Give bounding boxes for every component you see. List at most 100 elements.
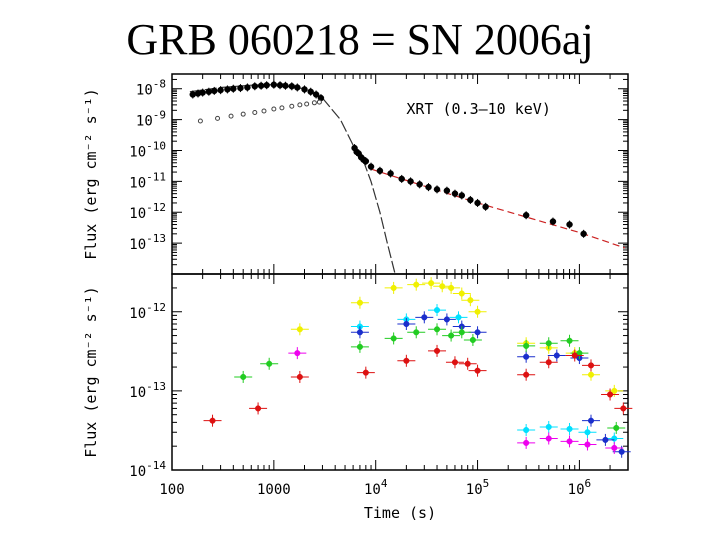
y-tick-label: 10-10 xyxy=(129,139,166,160)
data-point xyxy=(458,290,465,297)
data-point xyxy=(266,360,273,367)
data-point xyxy=(289,103,295,109)
data-point xyxy=(587,417,595,424)
data-point xyxy=(356,299,363,306)
data-point xyxy=(425,183,432,191)
data-point xyxy=(611,435,618,442)
y-axis-label: Flux (erg cm⁻² s⁻¹) xyxy=(82,286,100,458)
data-point xyxy=(467,196,474,204)
data-point xyxy=(261,108,267,114)
data-point xyxy=(228,113,234,119)
data-point xyxy=(307,88,314,95)
data-point xyxy=(523,342,530,349)
data-point xyxy=(433,326,441,333)
top-panel-frame xyxy=(171,73,629,275)
data-point xyxy=(297,102,303,108)
data-point xyxy=(545,435,552,442)
data-point xyxy=(474,329,481,336)
x-tick-label: 106 xyxy=(568,477,591,498)
data-point xyxy=(584,441,591,448)
data-point xyxy=(215,115,221,121)
data-point xyxy=(252,109,258,115)
data-point xyxy=(523,426,530,434)
data-point xyxy=(237,84,244,92)
data-point xyxy=(443,187,451,194)
data-point xyxy=(587,371,595,378)
data-point xyxy=(304,101,310,107)
data-point xyxy=(407,178,414,185)
data-point xyxy=(549,218,557,225)
data-point xyxy=(296,373,303,380)
data-point xyxy=(263,81,270,89)
data-point xyxy=(205,88,213,95)
data-point xyxy=(356,343,363,350)
data-point xyxy=(362,369,369,376)
data-point xyxy=(455,314,462,321)
y-tick-label: 10-13 xyxy=(129,380,166,401)
data-point xyxy=(474,308,481,315)
data-point xyxy=(523,439,530,446)
data-point xyxy=(587,362,595,369)
data-point xyxy=(522,211,530,219)
data-point xyxy=(294,350,301,357)
data-point xyxy=(390,284,397,291)
data-point xyxy=(443,316,450,323)
data-point xyxy=(580,230,587,238)
data-point xyxy=(240,111,246,117)
data-point xyxy=(294,84,301,91)
data-point xyxy=(387,170,394,177)
data-point xyxy=(282,82,289,89)
xrt-annotation: XRT (0.3–10 keV) xyxy=(406,100,550,118)
data-point xyxy=(255,405,262,412)
data-point xyxy=(469,336,476,344)
data-point xyxy=(545,340,552,347)
data-point xyxy=(257,82,265,89)
data-point xyxy=(451,190,459,197)
model-curve xyxy=(189,84,396,275)
data-point xyxy=(279,105,285,111)
slide-title: GRB 060218 = SN 2006aj xyxy=(126,15,594,64)
x-tick-label: 1000 xyxy=(257,482,291,498)
data-point xyxy=(607,391,614,398)
x-tick-label: 104 xyxy=(364,477,388,498)
data-point xyxy=(553,352,560,359)
data-point xyxy=(403,320,410,328)
data-point xyxy=(620,405,627,412)
x-tick-label: 105 xyxy=(466,477,489,498)
data-point xyxy=(474,367,481,374)
data-point xyxy=(189,91,197,98)
data-point xyxy=(316,99,322,105)
data-point xyxy=(217,86,224,94)
data-point xyxy=(482,203,489,211)
y-tick-label: 10-14 xyxy=(129,459,166,480)
data-point xyxy=(545,359,552,366)
x-axis-label: Time (s) xyxy=(364,504,436,522)
data-point xyxy=(566,337,573,344)
data-point xyxy=(413,329,420,336)
data-point xyxy=(428,280,435,287)
y-tick-label: 10-8 xyxy=(136,78,166,99)
y-tick-label: 10-12 xyxy=(129,201,166,222)
data-point xyxy=(611,387,618,394)
data-point xyxy=(451,359,459,366)
data-point xyxy=(448,332,455,339)
data-point xyxy=(458,192,466,199)
bottom-panel-frame xyxy=(171,273,629,471)
data-point xyxy=(433,186,441,193)
data-point xyxy=(566,221,573,228)
data-point xyxy=(390,335,397,342)
x-tick-label: 100 xyxy=(159,482,184,498)
data-point xyxy=(301,86,308,93)
y-axis-label: Flux (erg cm⁻² s⁻¹) xyxy=(82,88,100,260)
y-tick-label: 10-13 xyxy=(129,232,166,253)
data-point xyxy=(276,81,284,89)
data-point xyxy=(448,284,455,291)
data-point xyxy=(566,425,573,433)
data-point xyxy=(288,83,296,90)
data-point xyxy=(584,429,591,436)
data-point xyxy=(523,353,530,360)
data-point xyxy=(421,314,428,321)
data-point xyxy=(433,347,441,354)
data-point xyxy=(523,371,530,378)
data-point xyxy=(566,438,573,445)
